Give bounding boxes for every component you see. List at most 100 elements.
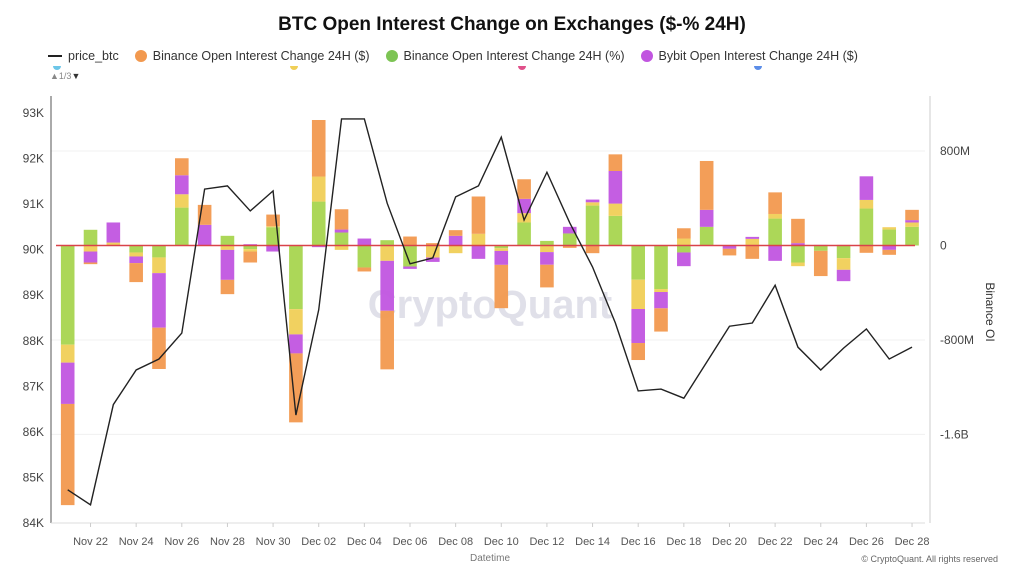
x-axis-tick-label: Dec 10 <box>484 536 519 548</box>
bar-segment <box>768 218 782 246</box>
pager-up-icon[interactable]: ▲ <box>50 71 59 81</box>
legend-item-bybit-usd[interactable]: Bybit Open Interest Change 24H ($) <box>640 49 858 63</box>
bar-segment <box>311 119 326 177</box>
legend-next-page-dot-icon <box>290 66 298 70</box>
bar-segment <box>654 308 668 332</box>
bar-segment <box>882 227 897 230</box>
bar-segment <box>471 196 486 234</box>
bar-segment <box>859 199 874 209</box>
bar-segment <box>562 226 577 234</box>
bar-segment <box>836 258 851 270</box>
left-axis-tick-label: 85K <box>23 470 44 484</box>
bar-segment <box>403 266 417 269</box>
legend-item-price-btc[interactable]: price_btc <box>48 49 119 63</box>
legend-pager[interactable]: ▲1/3▼ <box>50 71 80 81</box>
bar-segment <box>243 249 258 252</box>
bar-segment <box>677 245 691 253</box>
bar-segment <box>357 238 372 246</box>
x-axis-tick-label: Dec 26 <box>849 536 884 548</box>
x-axis-tick-label: Nov 28 <box>210 536 245 548</box>
bar-segment <box>768 213 782 219</box>
bar-segment <box>722 248 737 256</box>
bar-segment <box>882 245 897 250</box>
bar-segment <box>677 252 691 267</box>
pager-down-icon[interactable]: ▼ <box>71 71 81 81</box>
bar-segment <box>175 158 189 176</box>
right-axis-tick-label: -1.6B <box>940 427 969 441</box>
bar-segment <box>426 257 440 262</box>
bar-segment <box>494 264 509 309</box>
bar-segment <box>677 238 691 246</box>
bar-segment <box>266 226 280 228</box>
bar-segment <box>426 245 440 258</box>
bar-segment <box>243 251 258 263</box>
x-axis-tick-label: Dec 12 <box>529 536 564 548</box>
bar-segment <box>266 214 280 227</box>
x-axis-tick-label: Dec 20 <box>712 536 747 548</box>
bar-segment <box>426 243 440 246</box>
bar-segment <box>60 245 75 345</box>
bar-segment <box>380 260 394 311</box>
bar-segment <box>60 344 75 363</box>
x-axis-tick-label: Dec 02 <box>301 536 336 548</box>
x-axis-tick-label: Dec 14 <box>575 536 610 548</box>
bar-segment <box>311 176 326 202</box>
bar-segment <box>813 250 828 277</box>
legend-item-binance-pct[interactable]: Binance Open Interest Change 24H (%) <box>385 49 625 63</box>
bar-segment <box>791 218 805 244</box>
bar-segment <box>585 199 600 203</box>
bar-segment <box>882 229 897 246</box>
bar-segment <box>562 233 577 246</box>
bar-segment <box>745 236 760 239</box>
left-axis-tick-label: 90K <box>23 243 44 257</box>
line-swatch-icon <box>48 55 62 57</box>
bar-segment <box>791 243 805 246</box>
bar-segment <box>152 327 166 369</box>
bar-segment <box>540 245 554 253</box>
bar-segment <box>722 245 737 249</box>
bar-segment <box>152 257 166 274</box>
bar-segment <box>585 205 600 246</box>
bar-segment <box>791 262 805 267</box>
x-axis-tick-label: Dec 06 <box>393 536 428 548</box>
watermark: CryptoQuant <box>368 283 612 327</box>
bar-segment <box>380 245 394 261</box>
bar-segment <box>905 226 919 246</box>
x-axis-tick-label: Nov 24 <box>119 536 154 548</box>
left-axis-tick-label: 92K <box>23 152 44 166</box>
bar-segment <box>129 245 143 253</box>
right-axis-tick-label: 800M <box>940 144 970 158</box>
legend-item-binance-usd[interactable]: Binance Open Interest Change 24H ($) <box>134 49 370 63</box>
bar-segment <box>608 203 623 216</box>
bar-segment <box>175 194 189 208</box>
x-axis-title: Datetime <box>470 553 510 564</box>
bar-segment <box>517 222 531 246</box>
right-axis-tick-label: 0 <box>940 239 947 253</box>
x-axis-tick-label: Dec 08 <box>438 536 473 548</box>
bar-segment <box>448 230 463 236</box>
bar-segment <box>289 353 303 423</box>
left-axis-tick-label: 93K <box>23 106 44 120</box>
bar-segment <box>836 245 851 259</box>
bar-segment <box>699 160 714 210</box>
bar-segment <box>631 343 645 361</box>
bar-segment <box>334 232 349 246</box>
bar-segment <box>334 229 349 233</box>
bar-segment <box>220 235 235 246</box>
bar-segment <box>631 279 645 310</box>
bar-segment <box>517 179 531 199</box>
bar-segment <box>494 245 509 249</box>
bars <box>60 119 919 506</box>
bar-segment <box>745 238 760 246</box>
bar-segment <box>289 245 303 310</box>
bar-segment <box>334 209 349 230</box>
right-axis-tick-label: -800M <box>940 333 974 347</box>
bar-segment <box>608 215 623 246</box>
green-dot-icon <box>385 50 398 62</box>
bar-segment <box>380 240 394 246</box>
bar-segment <box>311 201 326 246</box>
bar-segment <box>699 209 714 227</box>
bar-segment <box>677 228 691 239</box>
left-axis-tick-label: 91K <box>23 197 44 211</box>
